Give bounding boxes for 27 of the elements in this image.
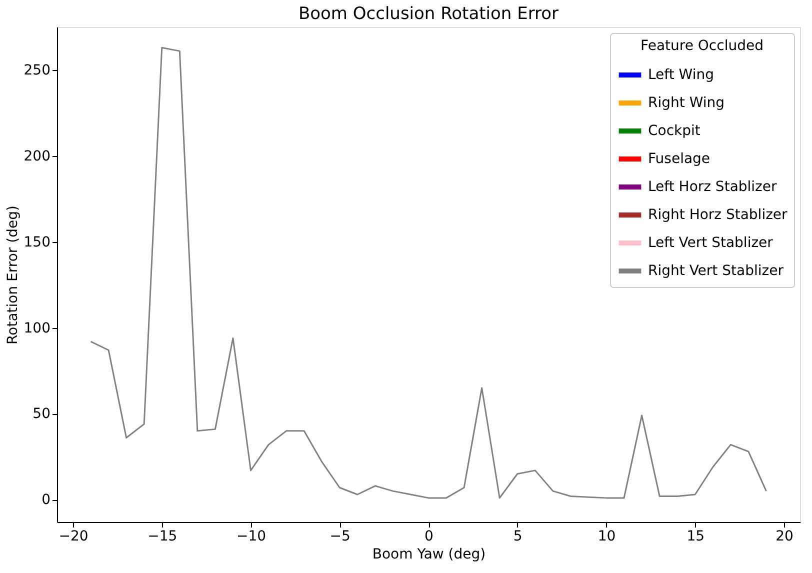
legend-label: Cockpit: [648, 123, 701, 139]
legend-label: Left Vert Stablizer: [648, 235, 774, 251]
legend-title: Feature Occluded: [640, 38, 764, 54]
chart-title: Boom Occlusion Rotation Error: [298, 4, 559, 24]
legend-label: Right Vert Stablizer: [648, 263, 784, 279]
x-tick-label: 15: [686, 528, 705, 544]
y-tick-label: 50: [32, 406, 50, 422]
y-tick-label: 200: [24, 148, 50, 164]
x-tick-label: −10: [236, 528, 266, 544]
legend-label: Left Wing: [648, 67, 714, 83]
x-tick-label: 20: [776, 528, 794, 544]
legend-label: Right Wing: [648, 95, 725, 111]
x-tick-label: 0: [424, 528, 434, 544]
x-axis-title: Boom Yaw (deg): [372, 546, 486, 562]
y-tick-label: 0: [42, 492, 50, 508]
y-tick-label: 150: [24, 234, 50, 250]
legend-label: Fuselage: [648, 151, 710, 167]
x-tick-label: −20: [58, 528, 88, 544]
x-tick-label: 5: [513, 528, 522, 544]
y-axis-title: Rotation Error (deg): [4, 206, 21, 344]
x-tick-label: −15: [148, 528, 178, 544]
x-tick-label: −5: [330, 528, 350, 544]
y-tick-label: 100: [24, 320, 50, 336]
legend-label: Right Horz Stablizer: [648, 207, 788, 223]
y-tick-label: 250: [24, 62, 50, 78]
x-tick-label: 10: [598, 528, 616, 544]
legend-label: Left Horz Stablizer: [648, 179, 778, 195]
